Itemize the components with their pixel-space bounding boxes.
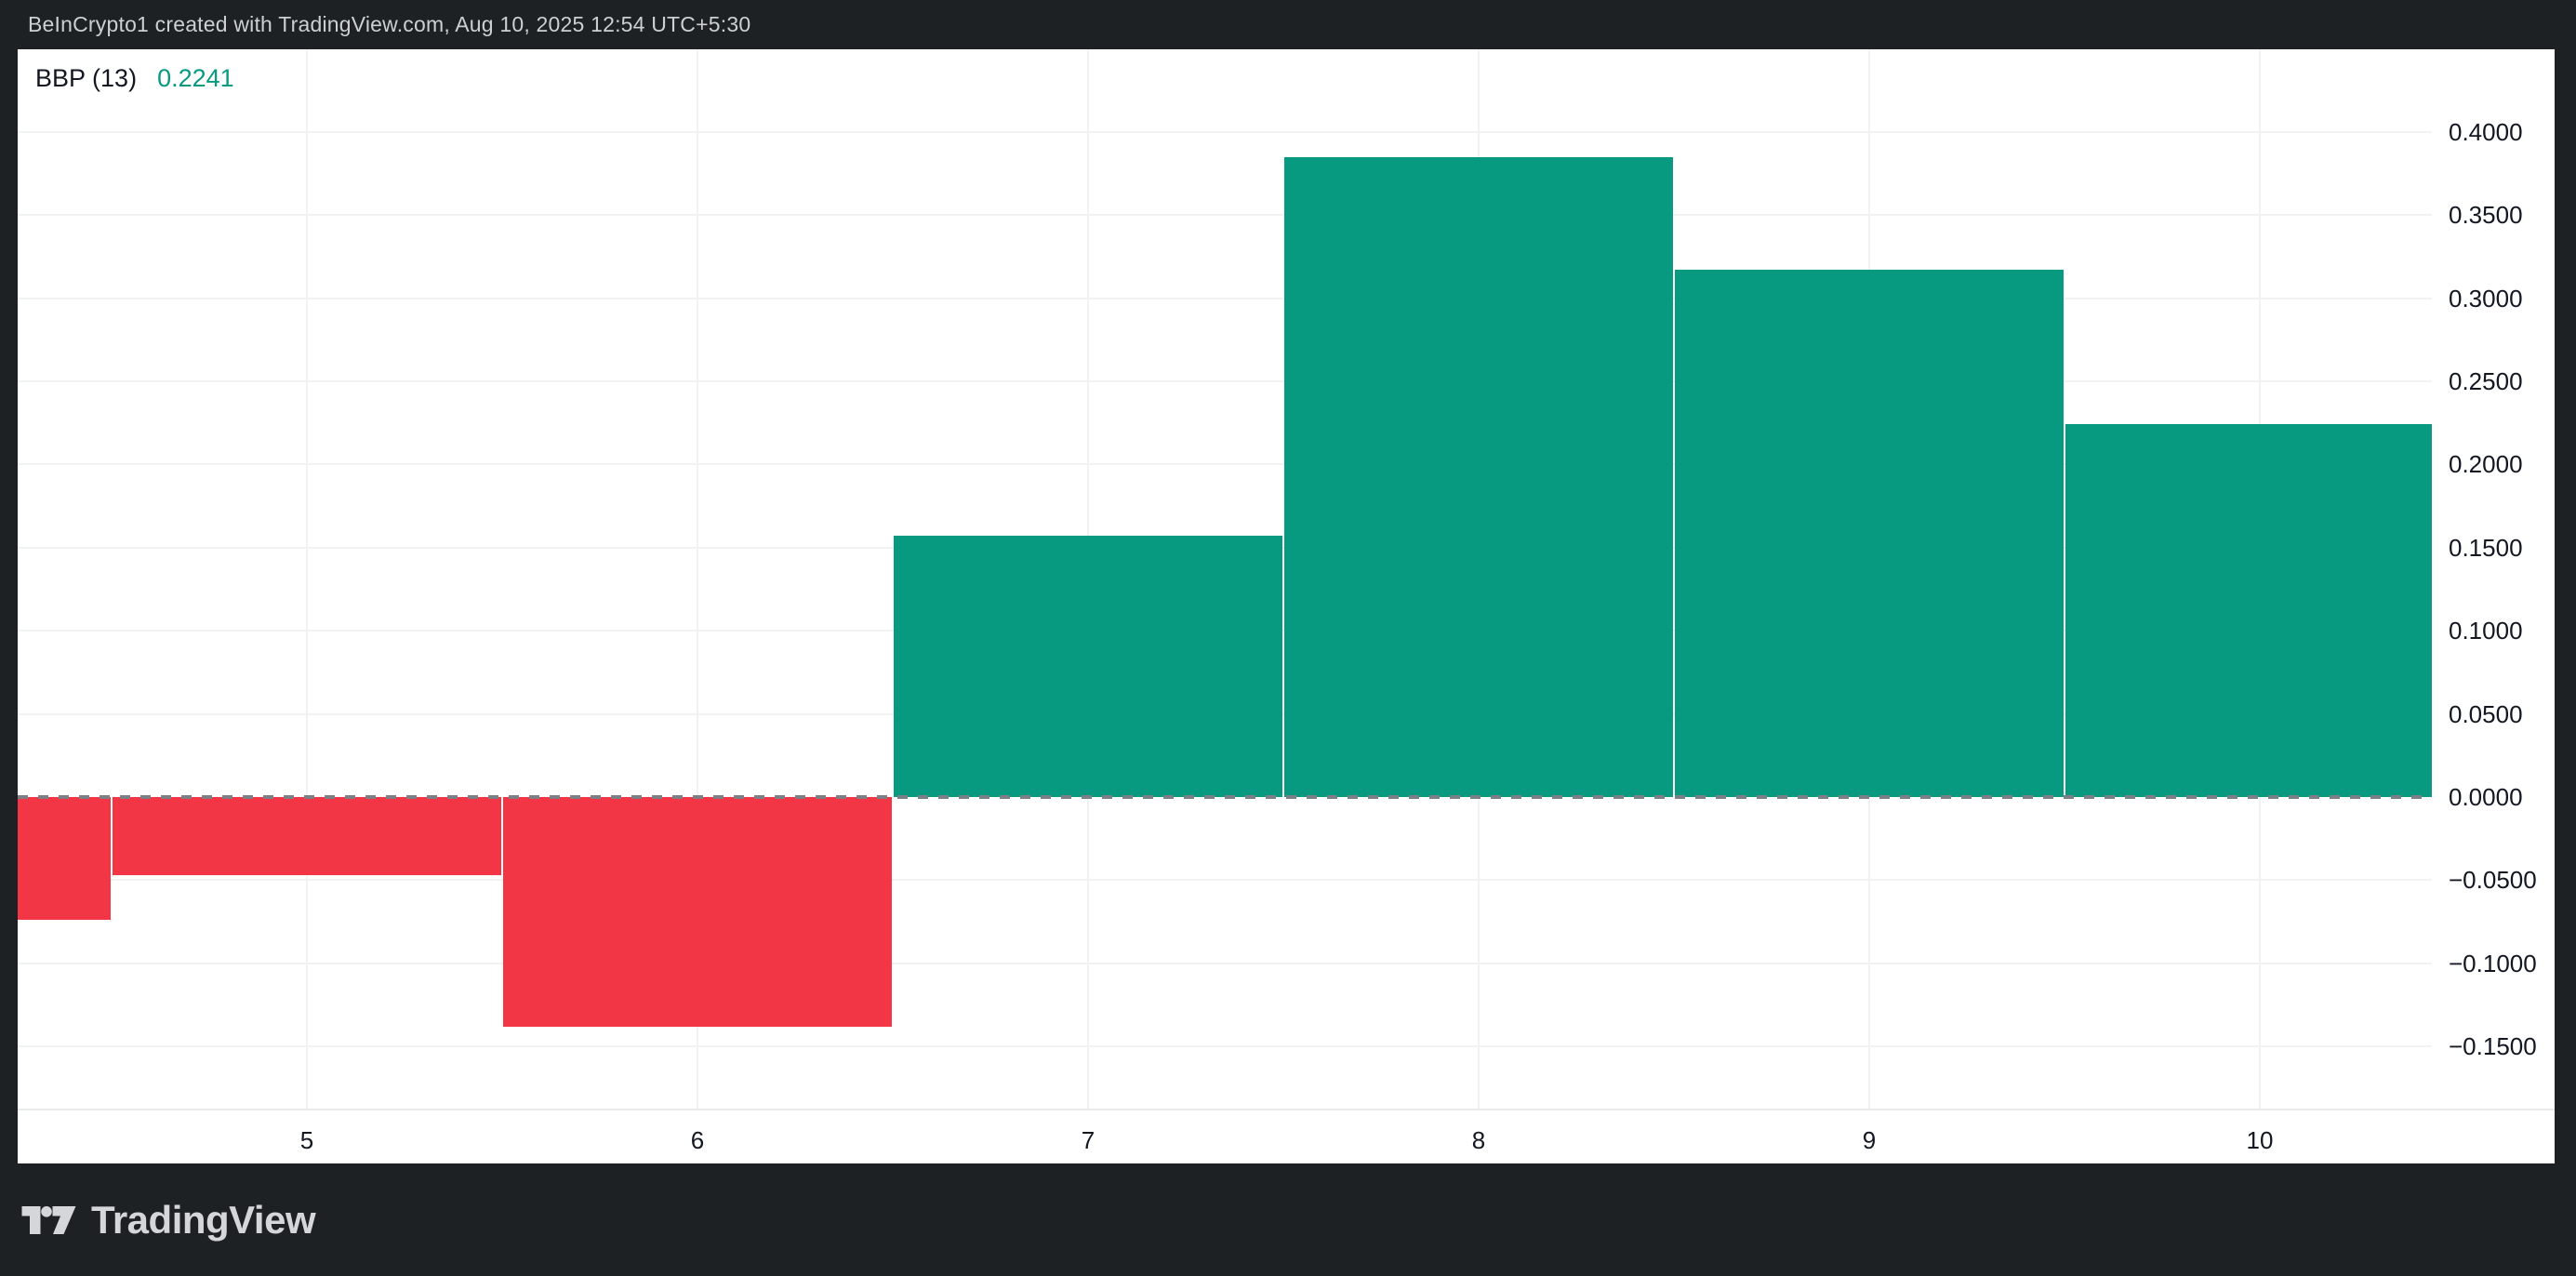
h-gridline: [18, 130, 2432, 133]
x-axis-tick-label: 5: [299, 1126, 314, 1154]
histogram-bar: [503, 797, 892, 1027]
h-gridline: [18, 879, 2432, 882]
h-gridline: [18, 463, 2432, 466]
chart-area: BBP (13) 0.2241 0.4000 0.3500 0.3000 0.2500…: [18, 49, 2555, 1163]
tradingview-wordmark: TradingView: [91, 1197, 316, 1242]
indicator-title: BBP (13): [35, 64, 138, 92]
h-gridline: [18, 380, 2432, 382]
x-axis-tick-label: 7: [1081, 1126, 1095, 1154]
y-axis-tick-label: 0.1000: [2449, 617, 2523, 645]
y-axis-tick-label: 0.3000: [2449, 284, 2523, 312]
attribution-text: BeInCrypto1 created with TradingView.com…: [28, 12, 751, 36]
time-axis: 5 6 7 8 9 10: [18, 1110, 2432, 1163]
tradingview-brand[interactable]: TradingView: [21, 1197, 316, 1243]
zero-line: [18, 795, 2432, 799]
v-gridline: [306, 49, 308, 1109]
y-axis-tick-label: −0.0500: [2449, 866, 2537, 895]
x-axis-tick-label: 6: [690, 1126, 705, 1154]
price-axis: 0.4000 0.3500 0.3000 0.2500 0.2000 0.1500 0.10…: [2449, 49, 2555, 1109]
h-gridline: [18, 962, 2432, 964]
y-axis-tick-label: 0.4000: [2449, 117, 2523, 146]
x-axis-tick-label: 9: [1862, 1126, 1877, 1154]
y-axis-tick-label: −0.1500: [2449, 1032, 2537, 1061]
histogram-bar: [2065, 424, 2432, 797]
tradingview-logo-icon: [21, 1205, 76, 1234]
x-axis-tick-label: 10: [2246, 1126, 2274, 1154]
v-gridline: [697, 49, 698, 1109]
time-axis-separator: [18, 1109, 2555, 1110]
indicator-value: 0.2241: [157, 64, 234, 92]
h-gridline: [18, 214, 2432, 217]
h-gridline: [18, 297, 2432, 299]
h-gridline: [18, 1045, 2432, 1048]
plot-area: [18, 49, 2432, 1109]
footer-bar: TradingView: [0, 1163, 2576, 1276]
histogram-bar: [894, 536, 1282, 797]
histogram-bar: [1675, 270, 2064, 797]
y-axis-tick-label: −0.1000: [2449, 949, 2537, 977]
y-axis-tick-label: 0.1500: [2449, 533, 2523, 562]
y-axis-tick-label: 0.0500: [2449, 699, 2523, 728]
histogram-bar: [1284, 156, 1673, 797]
y-axis-tick-label: 0.0000: [2449, 783, 2523, 811]
y-axis-tick-label: 0.2000: [2449, 450, 2523, 479]
indicator-legend: BBP (13) 0.2241: [35, 64, 234, 93]
x-axis-tick-label: 8: [1471, 1126, 1486, 1154]
histogram-bar: [113, 797, 501, 876]
y-axis-tick-label: 0.3500: [2449, 201, 2523, 230]
y-axis-tick-label: 0.2500: [2449, 367, 2523, 395]
attribution-bar: BeInCrypto1 created with TradingView.com…: [0, 0, 2576, 49]
histogram-bar: [18, 797, 111, 921]
